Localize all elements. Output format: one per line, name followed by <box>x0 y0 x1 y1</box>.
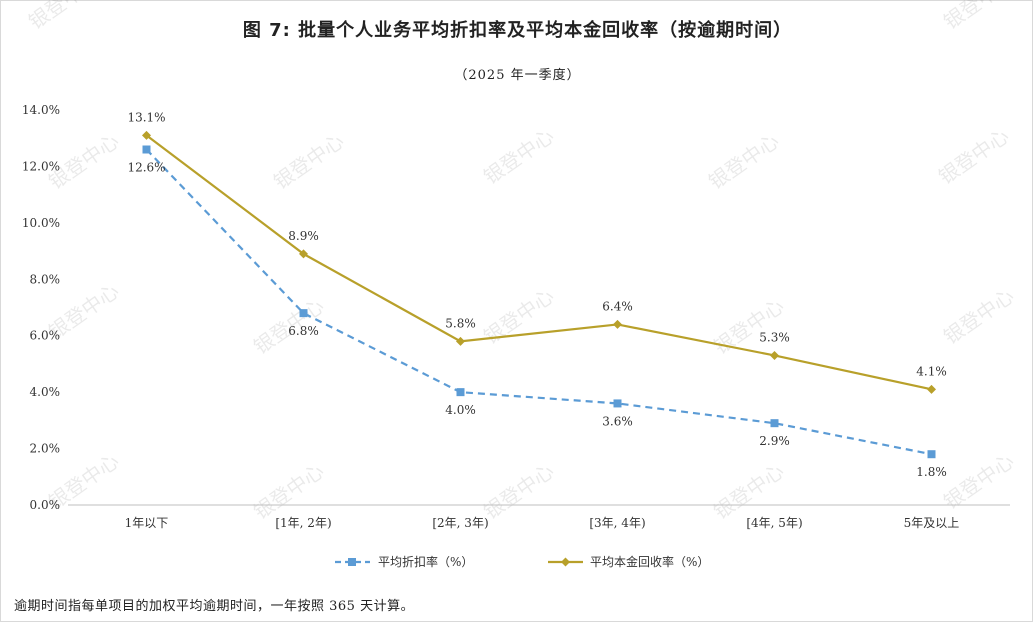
legend-label-discount: 平均折扣率（%） <box>378 554 473 569</box>
y-tick-label: 8.0% <box>30 272 61 286</box>
data-point-diamond <box>456 336 465 346</box>
x-axis-ticks: 1年以下 [1年, 2年) [2年, 3年) [3年, 4年) [4年, 5年) 5年及以… <box>125 516 960 530</box>
watermark-text: 银登中心 <box>934 124 1013 190</box>
data-labels: 12.6% 6.8% 4.0% 3.6% 2.9% 1.8% 13.1% 8.9% 5.8% 6.… <box>127 110 946 479</box>
data-point-diamond <box>613 319 622 329</box>
legend-label-recovery: 平均本金回收率（%） <box>590 554 709 569</box>
y-tick-label: 6.0% <box>30 329 61 343</box>
watermark-text: 银登中心 <box>704 129 783 195</box>
data-label: 1.8% <box>916 465 947 479</box>
data-label: 13.1% <box>127 110 165 124</box>
y-axis-ticks: 0.0% 2.0% 4.0% 6.0% 8.0% 10.0% 12.0% 14.0% <box>22 103 60 512</box>
series-line-1 <box>145 134 932 391</box>
data-point-square <box>142 145 151 154</box>
chart-series <box>142 130 936 459</box>
data-point-square <box>299 309 308 318</box>
watermark-text: 银登中心 <box>269 129 348 195</box>
data-point-diamond <box>770 350 779 360</box>
legend-marker-diamond <box>561 557 570 567</box>
data-label: 6.4% <box>602 299 633 313</box>
x-tick-label: [1年, 2年) <box>275 516 331 530</box>
data-label: 4.0% <box>445 403 476 417</box>
x-tick-label: [2年, 3年) <box>432 516 488 530</box>
x-tick-label: 5年及以上 <box>904 516 960 530</box>
data-label: 5.3% <box>759 330 790 344</box>
chart-legend: 平均折扣率（%） 平均本金回收率（%） <box>335 554 709 569</box>
data-point-diamond <box>142 130 151 140</box>
y-tick-label: 4.0% <box>30 385 61 399</box>
x-tick-label: [4年, 5年) <box>746 516 802 530</box>
data-label: 8.9% <box>288 229 319 243</box>
data-label: 3.6% <box>602 414 633 428</box>
data-label: 12.6% <box>127 161 165 175</box>
x-tick-label: [3年, 4年) <box>589 516 645 530</box>
data-point-square <box>927 450 936 459</box>
data-label: 2.9% <box>759 434 790 448</box>
watermark-text: 银登中心 <box>709 459 788 525</box>
y-tick-label: 14.0% <box>22 103 60 117</box>
legend-marker-square <box>348 558 356 566</box>
watermark-text: 银登中心 <box>479 284 558 350</box>
chart-subtitle: （2025 年一季度） <box>454 68 581 83</box>
footnote: 逾期时间指每单项目的加权平均逾期时间，一年按照 365 天计算。 <box>14 599 415 614</box>
watermark-text: 银登中心 <box>24 0 103 34</box>
data-point-diamond <box>927 384 936 394</box>
chart-title: 图 7: 批量个人业务平均折扣率及平均本金回收率（按逾期时间） <box>242 20 793 41</box>
data-point-diamond <box>299 249 308 259</box>
watermark-text: 银登中心 <box>939 0 1018 34</box>
series-line-0 <box>145 148 932 456</box>
data-point-square <box>456 388 465 397</box>
watermark-text: 银登中心 <box>939 284 1018 350</box>
watermark-text: 银登中心 <box>249 459 328 525</box>
data-label: 4.1% <box>916 364 947 378</box>
y-tick-label: 0.0% <box>30 498 61 512</box>
data-point-square <box>770 419 779 428</box>
y-tick-label: 2.0% <box>30 442 61 456</box>
y-tick-label: 12.0% <box>22 159 60 173</box>
watermark-text: 银登中心 <box>479 124 558 190</box>
x-tick-label: 1年以下 <box>125 516 169 530</box>
data-label: 5.8% <box>445 316 476 330</box>
watermark-text: 银登中心 <box>939 449 1018 515</box>
y-tick-label: 10.0% <box>22 216 60 230</box>
data-point-square <box>613 399 622 408</box>
data-label: 6.8% <box>288 324 319 338</box>
watermark-text: 银登中心 <box>479 459 558 525</box>
